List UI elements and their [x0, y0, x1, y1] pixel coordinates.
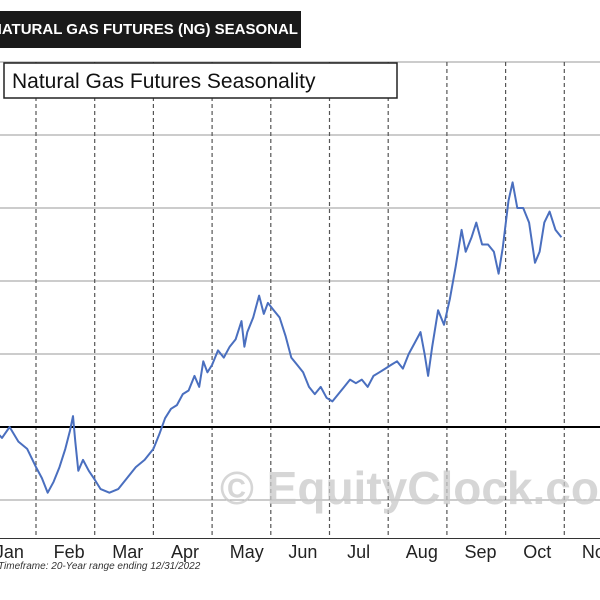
month-tick-labels: Jan Feb Mar Apr May Jun Jul Aug Sep Oct Nov	[0, 542, 600, 562]
month-label-nov: Nov	[582, 542, 600, 562]
month-label-jan: Jan	[0, 542, 24, 562]
month-label-oct: Oct	[523, 542, 551, 562]
series-layer	[0, 181, 563, 494]
month-label-apr: Apr	[171, 542, 199, 562]
chart-grid	[0, 61, 600, 539]
watermark: © EquityClock.com	[220, 462, 600, 514]
chart-title-frame	[3, 62, 398, 99]
month-label-feb: Feb	[54, 542, 85, 562]
month-label-mar: Mar	[112, 542, 143, 562]
month-label-aug: Aug	[406, 542, 438, 562]
month-label-may: May	[230, 542, 264, 562]
chart-banner: NATURAL GAS FUTURES (NG) SEASONAL CHART	[0, 11, 301, 48]
chart-title-box: Natural Gas Futures Seasonality	[3, 62, 398, 99]
seasonality-series-line	[0, 181, 563, 494]
month-label-sep: Sep	[465, 542, 497, 562]
month-label-jun: Jun	[288, 542, 317, 562]
chart-title: Natural Gas Futures Seasonality	[12, 70, 316, 93]
timeframe-footnote: Timeframe: 20-Year range ending 12/31/20…	[0, 561, 201, 572]
month-label-jul: Jul	[347, 542, 370, 562]
chart-banner-text: NATURAL GAS FUTURES (NG) SEASONAL CHART	[0, 21, 301, 38]
